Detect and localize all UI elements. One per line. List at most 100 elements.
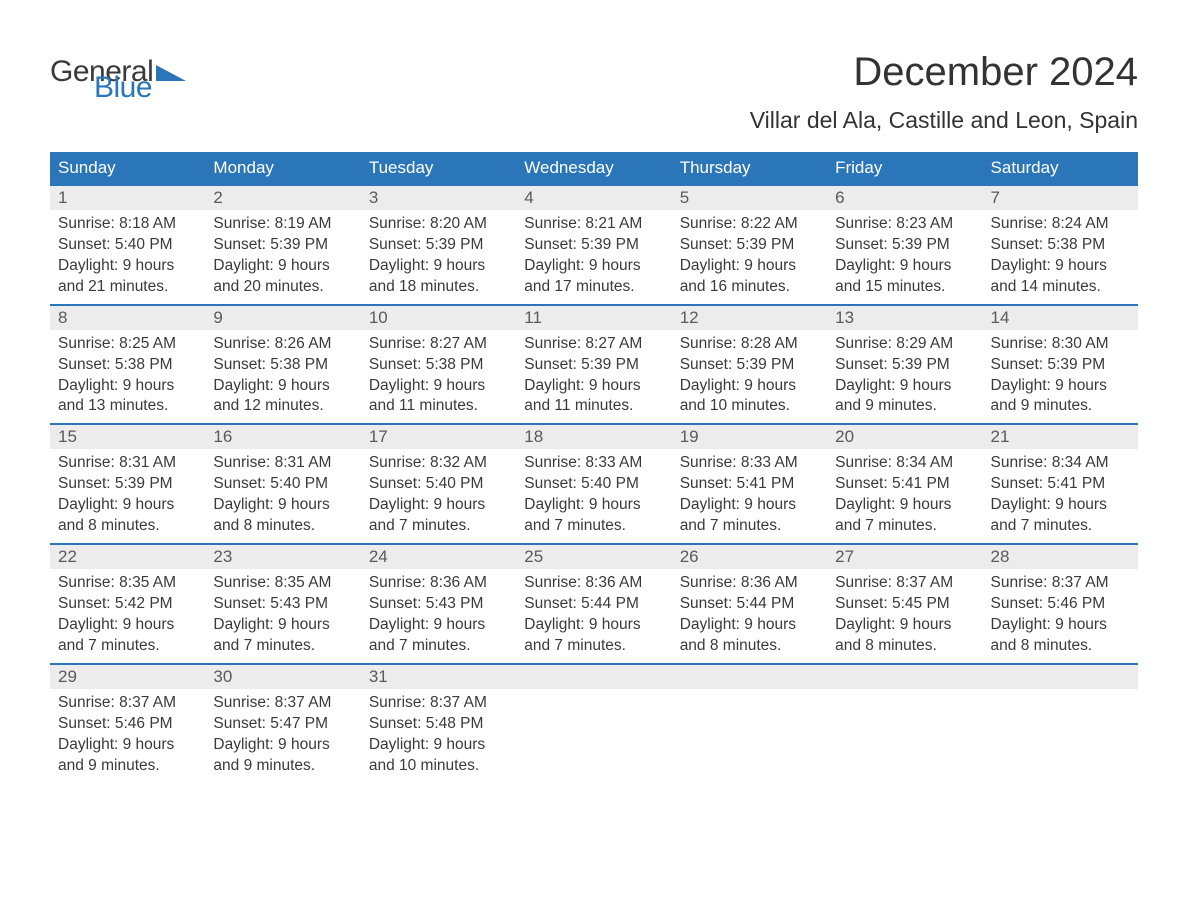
day-cell: Sunrise: 8:31 AMSunset: 5:40 PMDaylight:… xyxy=(205,449,360,543)
logo: General Blue xyxy=(50,50,186,100)
daylight-line-2: and 7 minutes. xyxy=(369,516,508,537)
day-cell: Sunrise: 8:31 AMSunset: 5:39 PMDaylight:… xyxy=(50,449,205,543)
daylight-line-2: and 7 minutes. xyxy=(524,516,663,537)
day-cell: Sunrise: 8:37 AMSunset: 5:47 PMDaylight:… xyxy=(205,689,360,783)
sunset-line: Sunset: 5:39 PM xyxy=(213,235,352,256)
day-number: 2 xyxy=(205,186,360,210)
sunrise-line: Sunrise: 8:35 AM xyxy=(213,573,352,594)
day-number: 14 xyxy=(983,306,1138,330)
daylight-line-1: Daylight: 9 hours xyxy=(369,376,508,397)
weekday-saturday: Saturday xyxy=(983,152,1138,184)
sunset-line: Sunset: 5:39 PM xyxy=(58,474,197,495)
daylight-line-2: and 7 minutes. xyxy=(58,636,197,657)
daylight-line-1: Daylight: 9 hours xyxy=(369,256,508,277)
sunrise-line: Sunrise: 8:34 AM xyxy=(835,453,974,474)
day-cell: Sunrise: 8:27 AMSunset: 5:38 PMDaylight:… xyxy=(361,330,516,424)
day-number xyxy=(983,665,1138,689)
day-cell: Sunrise: 8:35 AMSunset: 5:43 PMDaylight:… xyxy=(205,569,360,663)
day-number: 7 xyxy=(983,186,1138,210)
sunset-line: Sunset: 5:38 PM xyxy=(58,355,197,376)
weekday-friday: Friday xyxy=(827,152,982,184)
daylight-line-1: Daylight: 9 hours xyxy=(369,615,508,636)
day-number xyxy=(827,665,982,689)
day-cell: Sunrise: 8:19 AMSunset: 5:39 PMDaylight:… xyxy=(205,210,360,304)
day-cell xyxy=(983,689,1138,783)
day-number: 18 xyxy=(516,425,671,449)
day-cell: Sunrise: 8:20 AMSunset: 5:39 PMDaylight:… xyxy=(361,210,516,304)
sunset-line: Sunset: 5:38 PM xyxy=(213,355,352,376)
daylight-line-1: Daylight: 9 hours xyxy=(369,495,508,516)
sunset-line: Sunset: 5:39 PM xyxy=(524,355,663,376)
daylight-line-1: Daylight: 9 hours xyxy=(58,376,197,397)
sunset-line: Sunset: 5:41 PM xyxy=(991,474,1130,495)
day-number: 21 xyxy=(983,425,1138,449)
day-number: 26 xyxy=(672,545,827,569)
daylight-line-2: and 20 minutes. xyxy=(213,277,352,298)
sunrise-line: Sunrise: 8:25 AM xyxy=(58,334,197,355)
sunrise-line: Sunrise: 8:33 AM xyxy=(680,453,819,474)
day-number: 25 xyxy=(516,545,671,569)
day-number: 8 xyxy=(50,306,205,330)
sunrise-line: Sunrise: 8:34 AM xyxy=(991,453,1130,474)
day-content-row: Sunrise: 8:31 AM Sunset: 5:39 PM Daylight:… xyxy=(50,449,1138,543)
day-number-row: 891011121314 xyxy=(50,306,1138,330)
daylight-line-2: and 10 minutes. xyxy=(369,756,508,777)
sunset-line: Sunset: 5:39 PM xyxy=(524,235,663,256)
day-number: 3 xyxy=(361,186,516,210)
day-number: 4 xyxy=(516,186,671,210)
day-cell: Sunrise: 8:35 AMSunset: 5:42 PMDaylight:… xyxy=(50,569,205,663)
sunrise-line: Sunrise: 8:30 AM xyxy=(991,334,1130,355)
sunrise-line: Sunrise: 8:37 AM xyxy=(213,693,352,714)
daylight-line-1: Daylight: 9 hours xyxy=(58,256,197,277)
day-cell xyxy=(672,689,827,783)
day-number-row: 1234567 xyxy=(50,186,1138,210)
sunset-line: Sunset: 5:42 PM xyxy=(58,594,197,615)
daylight-line-2: and 8 minutes. xyxy=(213,516,352,537)
daylight-line-2: and 9 minutes. xyxy=(213,756,352,777)
sunset-line: Sunset: 5:43 PM xyxy=(213,594,352,615)
sunrise-line: Sunrise: 8:29 AM xyxy=(835,334,974,355)
weekday-thursday: Thursday xyxy=(672,152,827,184)
day-cell: Sunrise: 8:33 AMSunset: 5:41 PMDaylight:… xyxy=(672,449,827,543)
sunset-line: Sunset: 5:39 PM xyxy=(835,235,974,256)
daylight-line-2: and 7 minutes. xyxy=(991,516,1130,537)
daylight-line-2: and 8 minutes. xyxy=(835,636,974,657)
day-number: 24 xyxy=(361,545,516,569)
sunrise-line: Sunrise: 8:24 AM xyxy=(991,214,1130,235)
sunset-line: Sunset: 5:38 PM xyxy=(991,235,1130,256)
daylight-line-2: and 7 minutes. xyxy=(680,516,819,537)
sunrise-line: Sunrise: 8:18 AM xyxy=(58,214,197,235)
daylight-line-2: and 8 minutes. xyxy=(680,636,819,657)
day-cell: Sunrise: 8:36 AMSunset: 5:43 PMDaylight:… xyxy=(361,569,516,663)
daylight-line-1: Daylight: 9 hours xyxy=(835,615,974,636)
sunset-line: Sunset: 5:39 PM xyxy=(369,235,508,256)
daylight-line-2: and 12 minutes. xyxy=(213,396,352,417)
daylight-line-2: and 8 minutes. xyxy=(58,516,197,537)
daylight-line-1: Daylight: 9 hours xyxy=(835,256,974,277)
day-number: 9 xyxy=(205,306,360,330)
sunset-line: Sunset: 5:46 PM xyxy=(991,594,1130,615)
daylight-line-2: and 9 minutes. xyxy=(58,756,197,777)
day-number: 15 xyxy=(50,425,205,449)
sunrise-line: Sunrise: 8:31 AM xyxy=(213,453,352,474)
daylight-line-2: and 7 minutes. xyxy=(369,636,508,657)
day-cell: Sunrise: 8:36 AMSunset: 5:44 PMDaylight:… xyxy=(672,569,827,663)
sunset-line: Sunset: 5:40 PM xyxy=(369,474,508,495)
sunset-line: Sunset: 5:41 PM xyxy=(835,474,974,495)
sunset-line: Sunset: 5:44 PM xyxy=(524,594,663,615)
daylight-line-1: Daylight: 9 hours xyxy=(680,615,819,636)
daylight-line-2: and 18 minutes. xyxy=(369,277,508,298)
day-cell: Sunrise: 8:34 AMSunset: 5:41 PMDaylight:… xyxy=(827,449,982,543)
day-number: 22 xyxy=(50,545,205,569)
sunrise-line: Sunrise: 8:36 AM xyxy=(680,573,819,594)
day-cell: Sunrise: 8:33 AMSunset: 5:40 PMDaylight:… xyxy=(516,449,671,543)
day-cell: Sunrise: 8:26 AMSunset: 5:38 PMDaylight:… xyxy=(205,330,360,424)
daylight-line-1: Daylight: 9 hours xyxy=(991,495,1130,516)
sunrise-line: Sunrise: 8:27 AM xyxy=(369,334,508,355)
daylight-line-1: Daylight: 9 hours xyxy=(991,615,1130,636)
day-number-row: 293031 xyxy=(50,665,1138,689)
weekday-wednesday: Wednesday xyxy=(516,152,671,184)
day-number: 30 xyxy=(205,665,360,689)
day-number: 29 xyxy=(50,665,205,689)
sunrise-line: Sunrise: 8:32 AM xyxy=(369,453,508,474)
